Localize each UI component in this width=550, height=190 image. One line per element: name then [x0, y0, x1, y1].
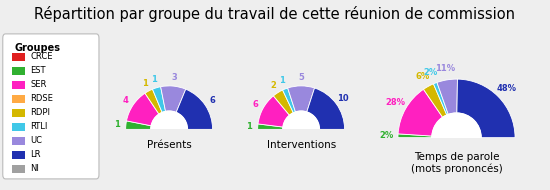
Text: RTLI: RTLI — [30, 122, 47, 131]
Text: 6%: 6% — [416, 72, 430, 81]
Text: 1: 1 — [141, 79, 147, 88]
Text: 1: 1 — [151, 75, 157, 84]
Text: NI: NI — [30, 164, 39, 173]
Text: 6: 6 — [252, 100, 258, 109]
Wedge shape — [161, 86, 186, 112]
Text: 1: 1 — [246, 122, 252, 131]
Text: Présents: Présents — [147, 140, 191, 150]
Text: 2: 2 — [270, 81, 276, 90]
Text: 5: 5 — [298, 73, 304, 82]
Bar — [12, 81, 25, 89]
Text: SER: SER — [30, 80, 46, 89]
Wedge shape — [457, 79, 515, 138]
Bar — [100, 129, 239, 153]
Text: 2%: 2% — [424, 68, 438, 77]
Wedge shape — [283, 88, 295, 113]
Wedge shape — [307, 88, 345, 129]
Text: CRCE: CRCE — [30, 52, 52, 61]
Wedge shape — [125, 121, 151, 129]
Text: 3: 3 — [172, 73, 177, 82]
Text: 1: 1 — [279, 76, 285, 85]
Bar — [12, 137, 25, 145]
Text: Interventions: Interventions — [267, 140, 336, 150]
Text: 10: 10 — [338, 94, 349, 103]
Text: 2%: 2% — [379, 131, 393, 140]
Text: 11%: 11% — [435, 64, 455, 73]
Text: Répartition par groupe du travail de cette réunion de commission: Répartition par groupe du travail de cet… — [35, 6, 515, 22]
Text: UC: UC — [30, 136, 42, 145]
Text: 6: 6 — [210, 96, 216, 105]
Text: Groupes: Groupes — [15, 44, 61, 53]
Bar — [232, 129, 371, 153]
Bar — [12, 109, 25, 117]
Text: EST: EST — [30, 66, 46, 75]
Text: RDPI: RDPI — [30, 108, 50, 117]
Bar — [12, 123, 25, 131]
Wedge shape — [424, 84, 447, 117]
Bar — [12, 165, 25, 173]
Circle shape — [432, 113, 481, 162]
Wedge shape — [257, 124, 283, 129]
Circle shape — [151, 111, 188, 148]
Wedge shape — [273, 90, 293, 115]
Wedge shape — [398, 89, 443, 136]
Wedge shape — [258, 96, 289, 127]
Text: RDSE: RDSE — [30, 94, 53, 103]
Text: LR: LR — [30, 150, 41, 159]
Bar — [363, 138, 550, 170]
Wedge shape — [433, 82, 448, 115]
Bar — [12, 67, 25, 75]
Text: 28%: 28% — [386, 98, 405, 107]
Wedge shape — [437, 79, 458, 114]
Text: 1: 1 — [114, 120, 120, 129]
Text: 48%: 48% — [497, 84, 516, 93]
Bar — [12, 95, 25, 103]
Wedge shape — [398, 134, 432, 138]
Wedge shape — [288, 86, 315, 112]
Bar — [12, 151, 25, 159]
FancyBboxPatch shape — [3, 34, 99, 179]
Wedge shape — [145, 89, 162, 114]
Circle shape — [283, 111, 320, 148]
Wedge shape — [152, 87, 166, 112]
Wedge shape — [176, 89, 213, 129]
Wedge shape — [126, 93, 159, 126]
Text: Temps de parole
(mots prononcés): Temps de parole (mots prononcés) — [411, 152, 502, 174]
Text: 4: 4 — [123, 96, 129, 105]
Bar — [12, 53, 25, 61]
